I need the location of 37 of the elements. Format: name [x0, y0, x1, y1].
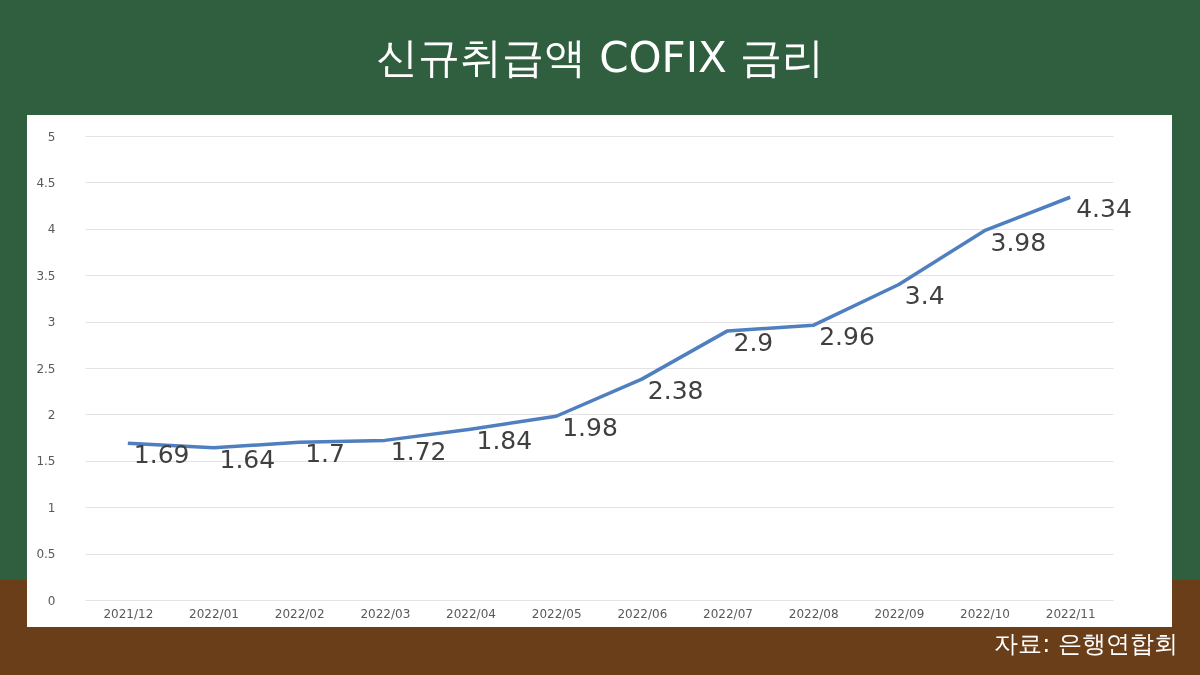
x-tick-label: 2022/08 — [788, 606, 839, 621]
x-tick-label: 2022/06 — [617, 606, 668, 621]
y-tick-label: 5 — [47, 129, 56, 144]
x-tick-label: 2022/10 — [960, 606, 1010, 621]
data-label: 2.38 — [647, 376, 704, 406]
data-label: 1.64 — [219, 444, 276, 474]
y-tick-label: 4.5 — [36, 175, 56, 190]
data-label: 4.34 — [1076, 194, 1132, 224]
x-tick-label: 2022/11 — [1045, 606, 1096, 621]
data-label: 1.84 — [476, 426, 533, 456]
y-tick-label: 1 — [47, 500, 56, 515]
data-label: 1.72 — [390, 437, 447, 467]
chart-title: 신규취급액 COFIX 금리 — [374, 32, 826, 84]
data-label: 2.9 — [733, 327, 774, 357]
y-tick-label: 3 — [47, 315, 56, 330]
x-tick-label: 2022/01 — [189, 606, 239, 621]
x-tick-label: 2021/12 — [103, 606, 154, 621]
data-label: 3.4 — [904, 281, 945, 311]
data-label: 3.98 — [990, 227, 1047, 257]
y-tick-label: 2 — [47, 407, 56, 422]
x-tick-label: 2022/07 — [703, 606, 753, 621]
y-tick-label: 2.5 — [36, 361, 56, 376]
x-tick-label: 2022/04 — [446, 606, 496, 621]
y-tick-label: 3.5 — [36, 268, 56, 283]
text: 자료: 은행연합회 — [994, 629, 1178, 660]
x-tick-label: 2022/05 — [531, 606, 582, 621]
data-label: 2.96 — [819, 322, 875, 352]
y-tick-label: 1.5 — [36, 454, 56, 469]
x-tick-label: 2022/03 — [360, 606, 411, 621]
x-tick-label: 2022/09 — [874, 606, 925, 621]
y-tick-label: 4 — [47, 222, 56, 237]
y-tick-label: 0 — [47, 593, 56, 608]
y-tick-label: 0.5 — [36, 547, 56, 562]
data-label: 1.98 — [562, 413, 618, 443]
data-label: 1.7 — [305, 439, 345, 469]
x-tick-label: 2022/02 — [274, 606, 325, 621]
data-label: 1.69 — [133, 440, 190, 470]
